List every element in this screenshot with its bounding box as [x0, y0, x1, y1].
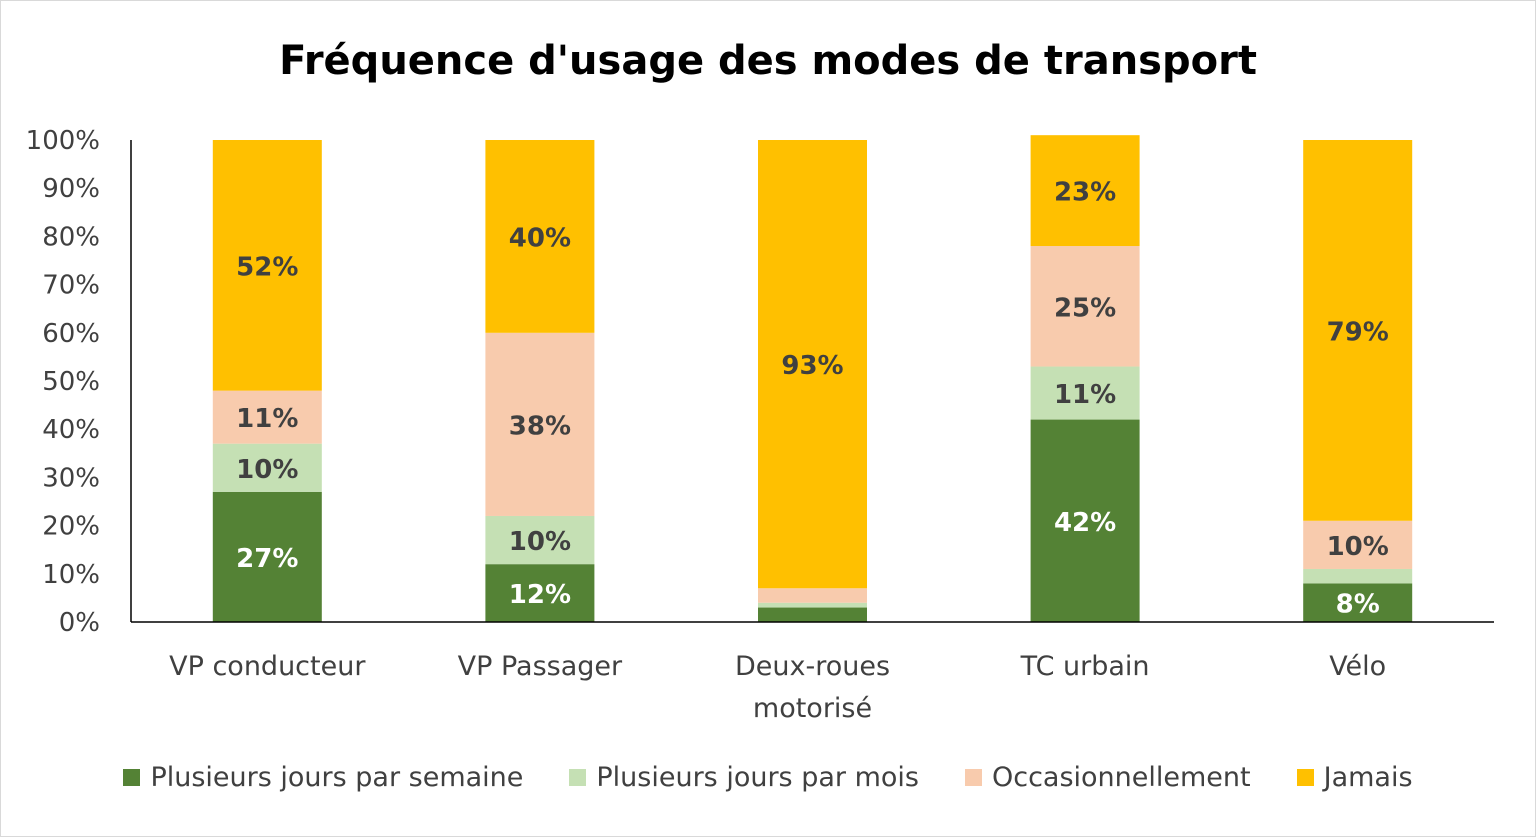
chart-legend: Plusieurs jours par semaine Plusieurs jou… [0, 762, 1536, 793]
bar-segment [1030, 419, 1140, 622]
x-tick-label: VP Passager [458, 651, 623, 682]
data-label: 27% [236, 544, 298, 574]
legend-label: Plusieurs jours par semaine [150, 762, 524, 793]
bar-segment [758, 588, 867, 603]
bar-segment [1030, 246, 1140, 367]
data-label: 10% [1327, 532, 1389, 562]
y-tick-label: 0% [59, 608, 100, 638]
data-label: 52% [236, 252, 298, 282]
data-label: 93% [781, 351, 843, 381]
y-tick-label: 60% [42, 319, 100, 349]
y-tick-label: 100% [26, 126, 100, 156]
legend-item: Plusieurs jours par mois [569, 762, 919, 793]
y-tick-label: 30% [42, 463, 100, 493]
bar-segment [1303, 568, 1413, 584]
y-tick-label: 90% [42, 174, 100, 204]
bar-segment [212, 390, 322, 444]
data-label: 11% [236, 404, 298, 434]
data-label: 11% [1054, 380, 1116, 410]
bar-segment [212, 140, 322, 391]
legend-swatch [964, 769, 982, 786]
data-label: 8% [1336, 590, 1380, 620]
bar-segment [485, 332, 595, 516]
x-tick-label: Vélo [1329, 651, 1386, 682]
legend-item: Plusieurs jours par semaine [123, 762, 523, 793]
data-label: 42% [1054, 508, 1116, 538]
bar-segment [1303, 583, 1413, 622]
data-label: 38% [509, 411, 571, 441]
legend-item: Occasionnellement [964, 762, 1251, 793]
legend-label: Jamais [1323, 762, 1413, 793]
data-label: 10% [509, 527, 571, 557]
data-label: 40% [509, 223, 571, 253]
y-tick-label: 70% [42, 271, 100, 301]
x-tick-label: VP conducteur [169, 651, 366, 682]
bar-segment [1303, 140, 1413, 521]
bar-segment [485, 564, 595, 622]
bar-segment [758, 602, 867, 608]
data-label: 12% [509, 580, 571, 610]
bar-segment [1030, 366, 1140, 420]
y-tick-label: 50% [42, 367, 100, 397]
bar-segment [485, 515, 595, 565]
legend-label: Occasionnellement [991, 762, 1251, 793]
x-tick-label: Deux-roues motorisé [735, 651, 890, 724]
legend-swatch [569, 769, 587, 786]
y-tick-label: 80% [42, 222, 100, 252]
data-label: 10% [236, 455, 298, 485]
y-tick-label: 40% [42, 415, 100, 445]
legend-label: Plusieurs jours par mois [596, 762, 919, 793]
bar-segment [1030, 135, 1140, 247]
bar-segment [485, 140, 595, 333]
bar-segment [1303, 520, 1413, 569]
bar-segment [212, 491, 322, 622]
x-tick-label: TC urbain [1020, 651, 1150, 682]
chart-title: Fréquence d'usage des modes de transport [279, 38, 1257, 84]
y-tick-label: 20% [42, 512, 100, 542]
bar-segment [758, 140, 867, 589]
bar-segment [212, 443, 322, 492]
data-label: 25% [1054, 293, 1116, 323]
y-tick-label: 10% [42, 560, 100, 590]
data-label: 23% [1054, 178, 1116, 208]
legend-swatch [1296, 769, 1314, 786]
legend-swatch [123, 769, 141, 786]
legend-item: Jamais [1296, 762, 1413, 793]
bar-segment [758, 607, 867, 622]
data-label: 79% [1327, 317, 1389, 347]
